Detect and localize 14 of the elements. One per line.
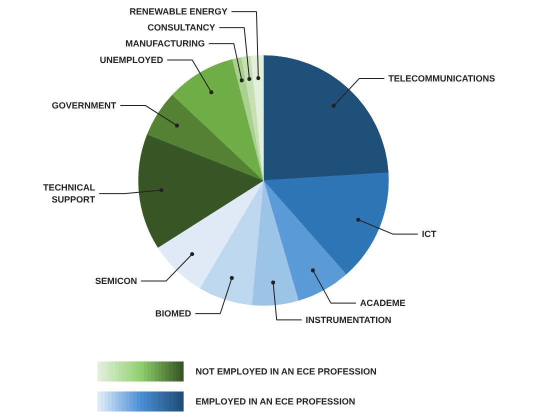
slice-label: ACADEME (360, 298, 406, 308)
slice-label: INSTRUMENTATION (306, 314, 392, 325)
slice-label: UNEMPLOYED (100, 54, 164, 65)
slice-label: RENEWABLE ENERGY (129, 6, 228, 17)
slice-label: ICT (422, 229, 437, 240)
slice-label: CONSULTANCY (148, 22, 216, 33)
text: NOT EMPLOYED IN AN ECE PROFESSION (196, 366, 377, 376)
slice-label: TECHNICAL SUPPORT (43, 182, 96, 205)
slice-label: BIOMED (155, 308, 192, 319)
slice-label: SEMICON (95, 276, 138, 286)
text: EMPLOYED IN AN ECE PROFESSION (196, 396, 356, 406)
slice-label: GOVERNMENT (52, 100, 117, 110)
slice-label: MANUFACTURING (125, 38, 205, 49)
slice-label: TELECOMMUNICATIONS (388, 73, 496, 84)
